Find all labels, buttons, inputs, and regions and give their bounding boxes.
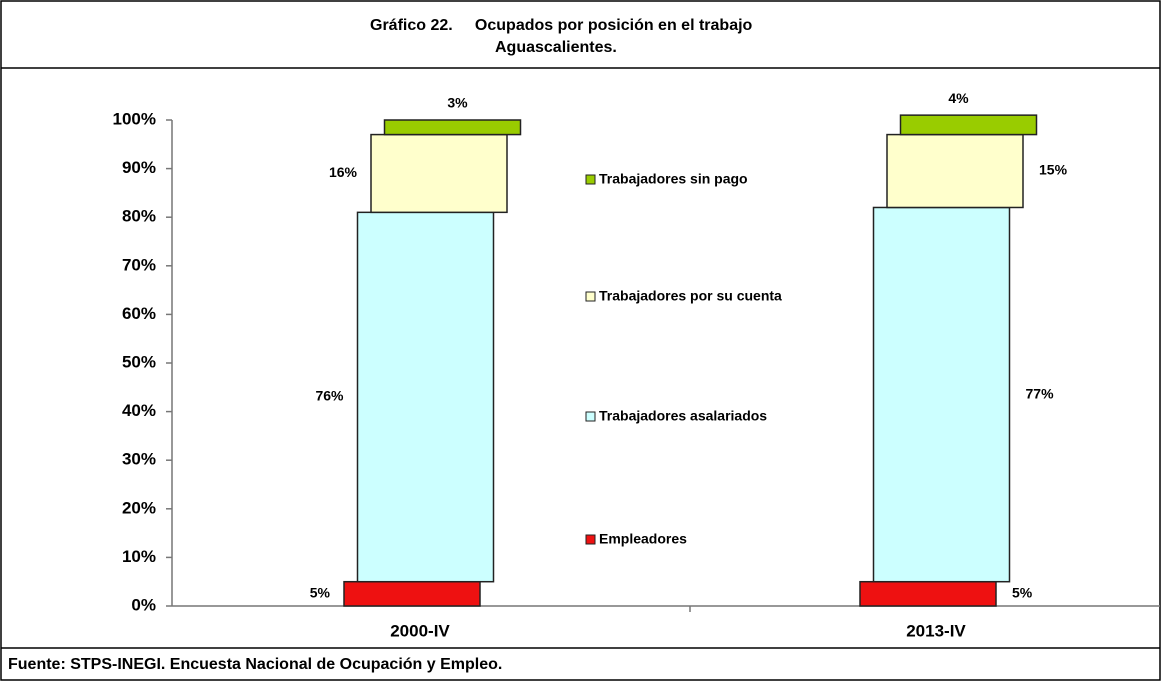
chart-subtitle: Aguascalientes.	[495, 39, 617, 56]
data-label: 4%	[948, 90, 969, 106]
legend-label: Trabajadores asalariados	[599, 408, 767, 424]
legend-label: Trabajadores por su cuenta	[599, 288, 782, 304]
y-tick-label: 90%	[122, 158, 156, 177]
data-label: 5%	[1012, 585, 1033, 601]
source: Fuente: STPS-INEGI. Encuesta Nacional de…	[8, 656, 502, 673]
data-label: 3%	[447, 95, 468, 111]
legend-swatch	[585, 174, 596, 185]
legend-swatch	[585, 291, 596, 302]
chart-title: Gráfico 22. Ocupados por posición en el …	[370, 17, 753, 34]
y-tick-label: 70%	[122, 255, 156, 274]
y-tick-label: 80%	[122, 207, 156, 226]
x-tick-label: 2013-IV	[906, 621, 966, 640]
data-label: 77%	[1026, 385, 1055, 401]
bar-segment	[859, 580, 997, 607]
y-tick-label: 30%	[122, 450, 156, 469]
bar-segment	[356, 211, 495, 583]
y-tick-label: 10%	[122, 547, 156, 566]
bar-segment	[343, 580, 481, 607]
y-tick-label: 20%	[122, 498, 156, 517]
y-tick-label: 50%	[122, 352, 156, 371]
bar-segment	[899, 114, 1038, 136]
legend-swatch	[585, 534, 596, 545]
y-tick-label: 40%	[122, 401, 156, 420]
y-tick-label: 0%	[131, 595, 156, 614]
bar-segment	[370, 133, 508, 214]
bar-segment	[872, 206, 1011, 583]
data-label: 5%	[310, 585, 331, 601]
y-tick-label: 60%	[122, 304, 156, 323]
bar-segment	[383, 119, 522, 136]
legend-label: Empleadores	[599, 531, 687, 547]
y-tick-label: 100%	[113, 109, 156, 128]
data-label: 76%	[315, 388, 344, 404]
data-label: 16%	[329, 164, 358, 180]
legend-swatch	[585, 411, 596, 422]
bar-segment	[886, 133, 1024, 209]
x-tick-label: 2000-IV	[390, 621, 450, 640]
legend-label: Trabajadores sin pago	[599, 171, 748, 187]
data-label: 15%	[1039, 162, 1068, 178]
